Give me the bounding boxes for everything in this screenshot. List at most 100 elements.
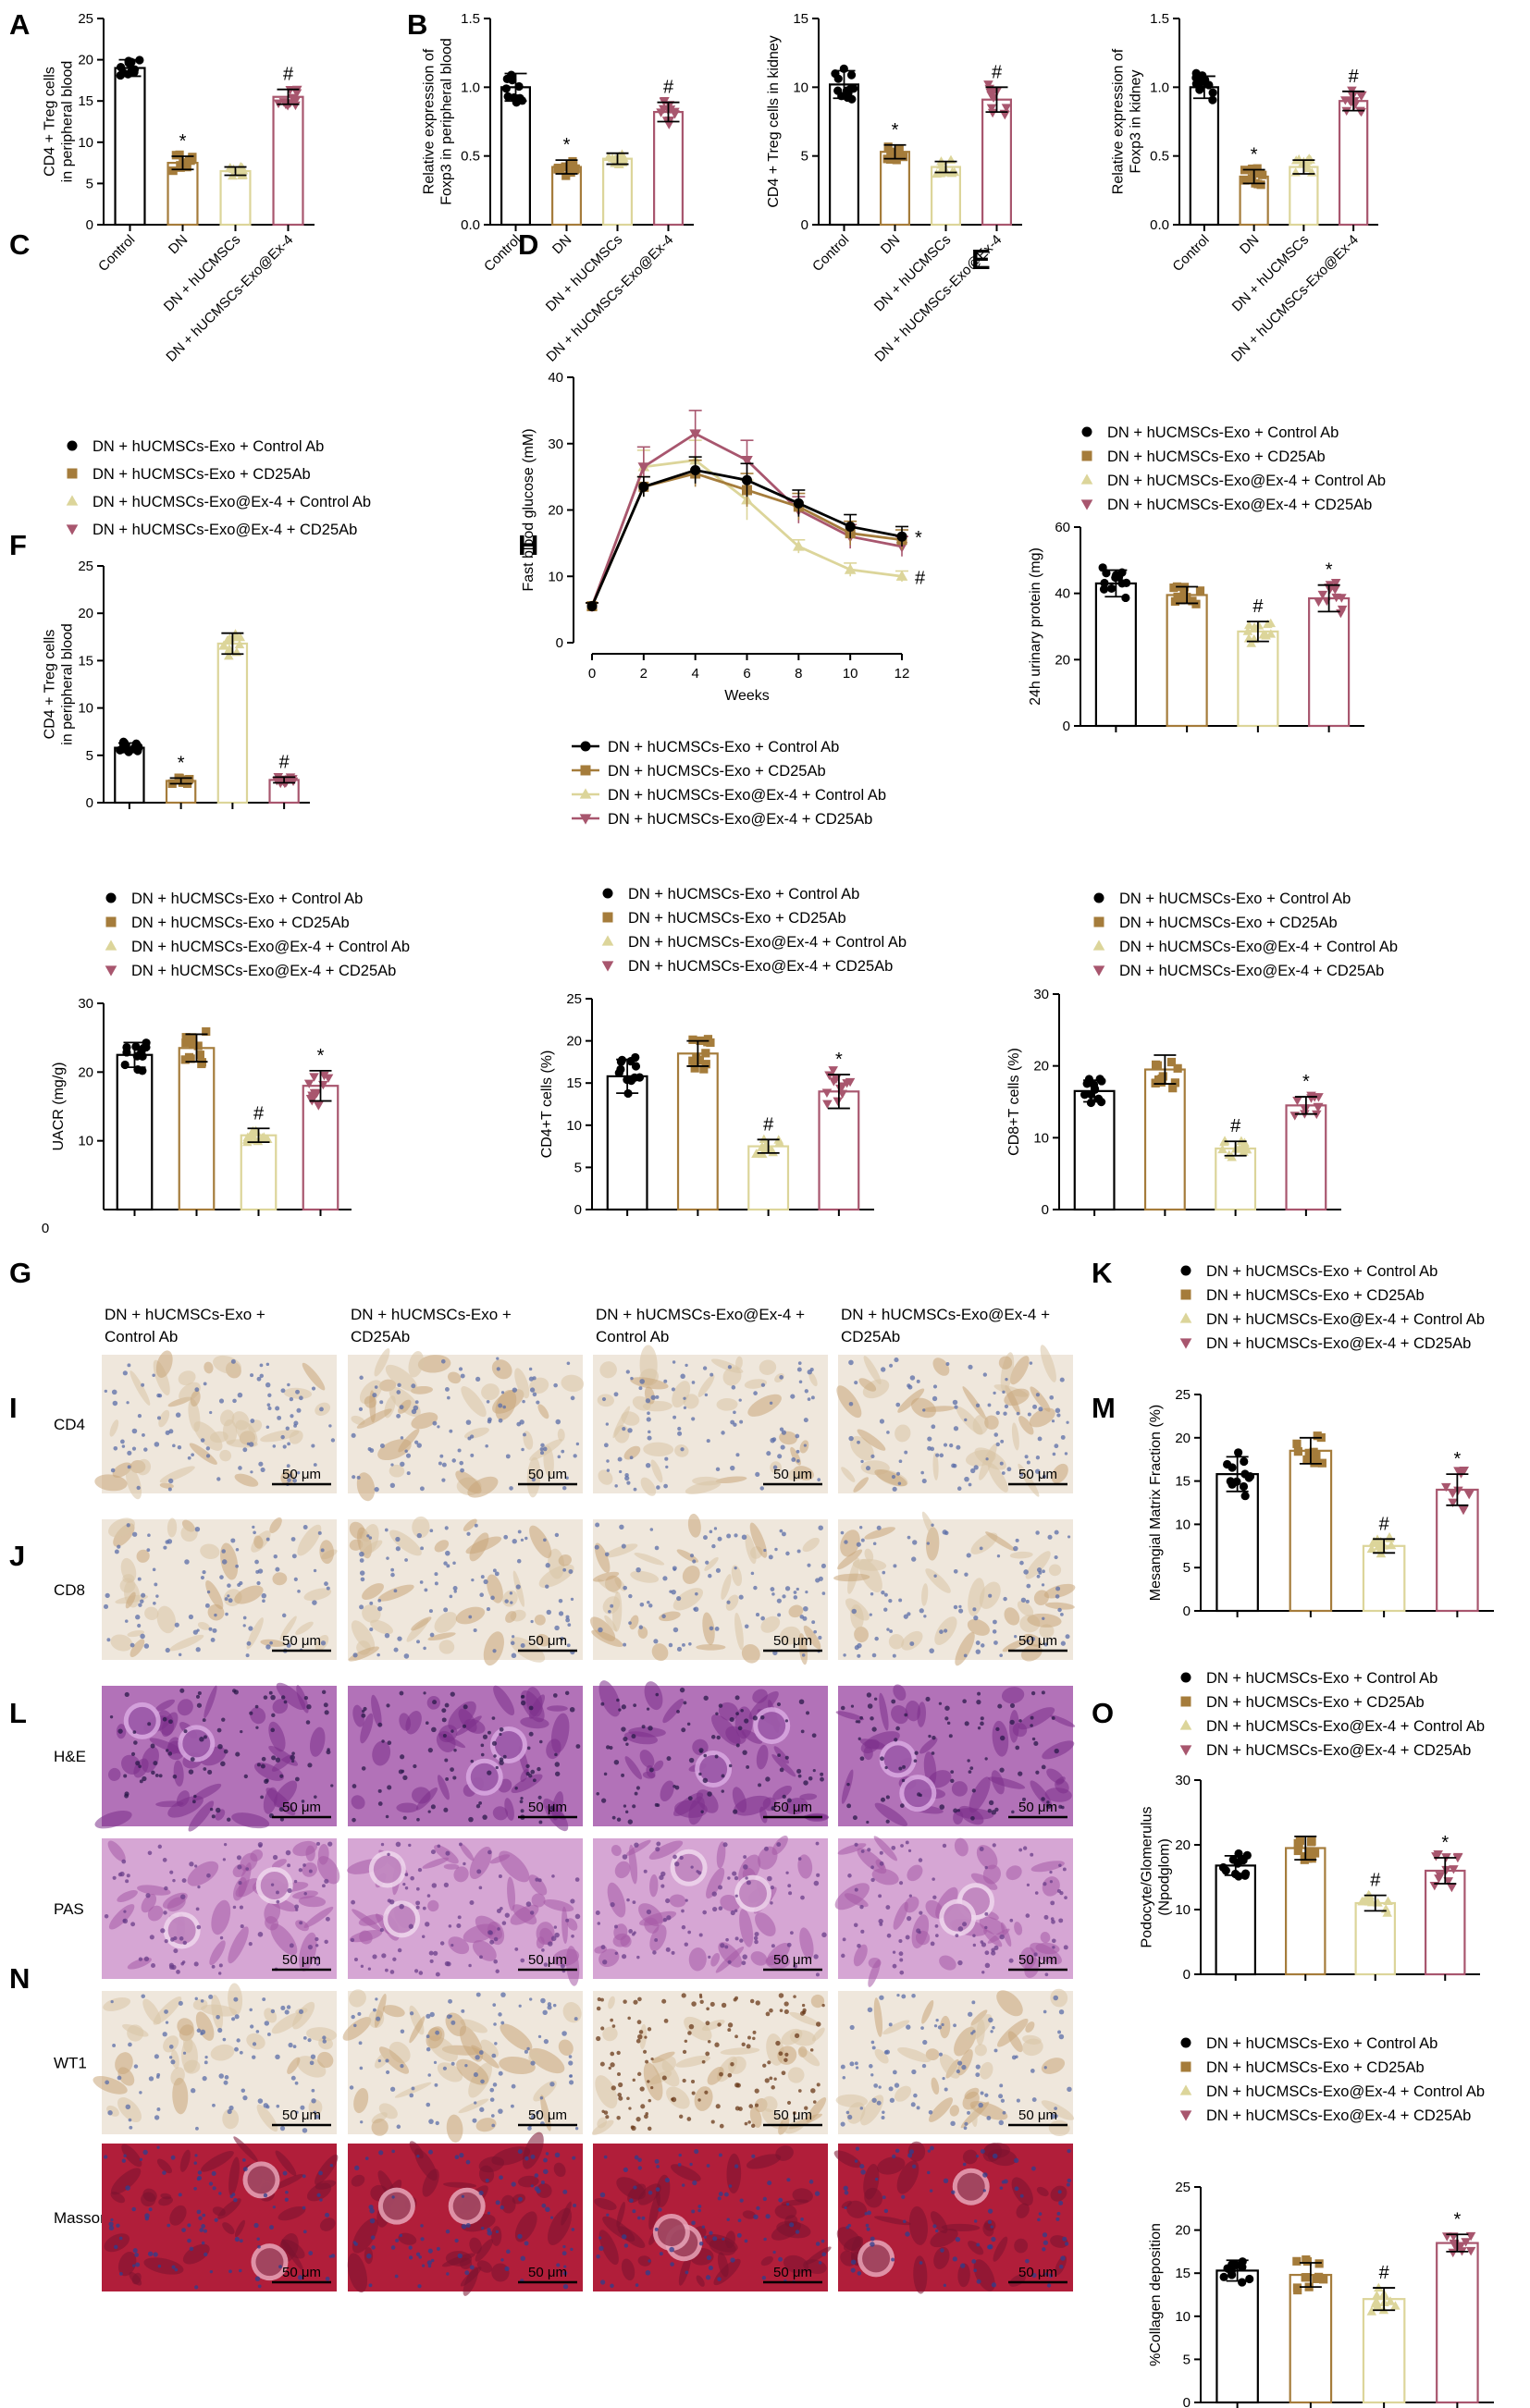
nucleus	[178, 2193, 182, 2197]
tissue-structure	[863, 1356, 882, 1385]
nucleus	[205, 1446, 211, 1451]
y-tick-label: 15	[78, 93, 93, 109]
nucleus	[852, 1815, 858, 1821]
tissue-structure	[374, 1348, 390, 1377]
nucleus	[517, 1530, 522, 1534]
nucleus	[717, 2196, 722, 2201]
nucleus	[1055, 1594, 1060, 1599]
nucleus	[885, 1795, 890, 1800]
glomerulus-core	[470, 1763, 499, 1791]
data-point	[898, 153, 908, 162]
y-tick-label: 0	[801, 217, 808, 233]
nucleus	[353, 2242, 358, 2246]
legend-symbol	[1093, 892, 1104, 903]
nucleus	[844, 2205, 847, 2210]
nucleus	[302, 2128, 308, 2133]
nucleus	[492, 2082, 498, 2087]
nucleus	[784, 1719, 789, 1723]
y-axis-title: CD4 + Treg cells	[43, 67, 58, 177]
nucleus	[690, 1865, 694, 1869]
nucleus	[869, 2064, 873, 2069]
nucleus	[1037, 2218, 1041, 2222]
nucleus	[894, 1738, 898, 1742]
tissue-structure	[982, 1864, 1001, 1885]
nucleus	[562, 2283, 569, 2290]
nucleus	[749, 1998, 755, 2004]
nucleus	[886, 1431, 890, 1434]
data-point	[1369, 1536, 1379, 1546]
nucleus	[285, 2190, 289, 2194]
data-point	[1302, 1455, 1312, 1464]
nucleus	[480, 1752, 485, 1757]
nucleus	[674, 1861, 680, 1867]
panel-letters: A BC D EF HG KI MJL ON	[9, 8, 1116, 1995]
tissue-structure	[967, 1618, 990, 1636]
scale-bar-label: 50 μm	[528, 2265, 567, 2280]
nucleus	[265, 1362, 270, 1367]
data-point	[1372, 2290, 1382, 2300]
nucleus	[960, 2263, 966, 2268]
nucleus	[389, 1482, 396, 1488]
nucleus	[956, 1486, 962, 1491]
nucleus	[404, 1449, 408, 1454]
nucleus	[490, 1595, 495, 1601]
tissue-structure	[661, 2056, 676, 2072]
tissue-structure	[863, 2163, 880, 2200]
nucleus	[623, 1736, 628, 1742]
tissue-structure	[540, 2095, 551, 2132]
nucleus	[898, 1598, 903, 1603]
nucleus	[516, 1421, 522, 1427]
tissue-structure	[734, 1795, 771, 1816]
nucleus	[973, 2268, 977, 2273]
tissue-structure	[684, 2016, 712, 2041]
nucleus	[162, 1716, 167, 1722]
nucleus	[664, 1456, 669, 1461]
nucleus	[797, 2089, 802, 2093]
data-point	[837, 1089, 848, 1100]
nucleus	[202, 1570, 206, 1575]
nucleus	[998, 2119, 1005, 2126]
nucleus	[872, 1542, 877, 1546]
nucleus	[709, 2001, 715, 2007]
nucleus	[162, 2170, 167, 2175]
legend-label: DN + hUCMSCs-Exo@Ex-4 + Control Ab	[1206, 1311, 1485, 1328]
nucleus	[1061, 1805, 1065, 1810]
nucleus	[981, 1643, 985, 1648]
nucleus	[945, 1362, 950, 1366]
nucleus	[860, 1849, 865, 1853]
panel-letter-f: F	[9, 529, 27, 561]
legend-symbol	[1093, 916, 1104, 928]
nucleus	[381, 1739, 385, 1743]
tissue-structure	[415, 1787, 438, 1811]
tissue-structure	[765, 1954, 791, 1970]
nucleus	[232, 1905, 237, 1910]
nucleus	[354, 2165, 360, 2171]
nucleus	[914, 1751, 919, 1755]
nucleus	[776, 1702, 782, 1707]
nucleus	[1055, 1586, 1061, 1591]
tissue-structure	[749, 2107, 762, 2128]
nucleus	[709, 1530, 713, 1534]
nucleus	[500, 1992, 506, 1997]
nucleus	[630, 1376, 634, 1381]
nucleus	[173, 1948, 179, 1954]
column-label: Control Ab	[105, 1328, 178, 1345]
nucleus	[204, 2252, 208, 2257]
nucleus	[944, 1705, 950, 1711]
tissue-structure	[1048, 1564, 1062, 1577]
nucleus	[786, 2100, 792, 2105]
tissue-structure	[1033, 1590, 1049, 1605]
nucleus	[639, 1602, 645, 1607]
tissue-structure	[308, 2099, 323, 2116]
nucleus	[1026, 1583, 1031, 1589]
nucleus	[922, 2039, 928, 2046]
nucleus	[1026, 1639, 1030, 1643]
nucleus	[532, 1392, 537, 1397]
nucleus	[678, 2153, 682, 2157]
nucleus	[203, 1767, 207, 1771]
nucleus	[417, 2284, 422, 2289]
tissue-structure	[841, 2200, 852, 2209]
nucleus	[1031, 2273, 1037, 2279]
nucleus	[520, 1809, 524, 1813]
significance-mark: *	[1453, 2209, 1461, 2230]
